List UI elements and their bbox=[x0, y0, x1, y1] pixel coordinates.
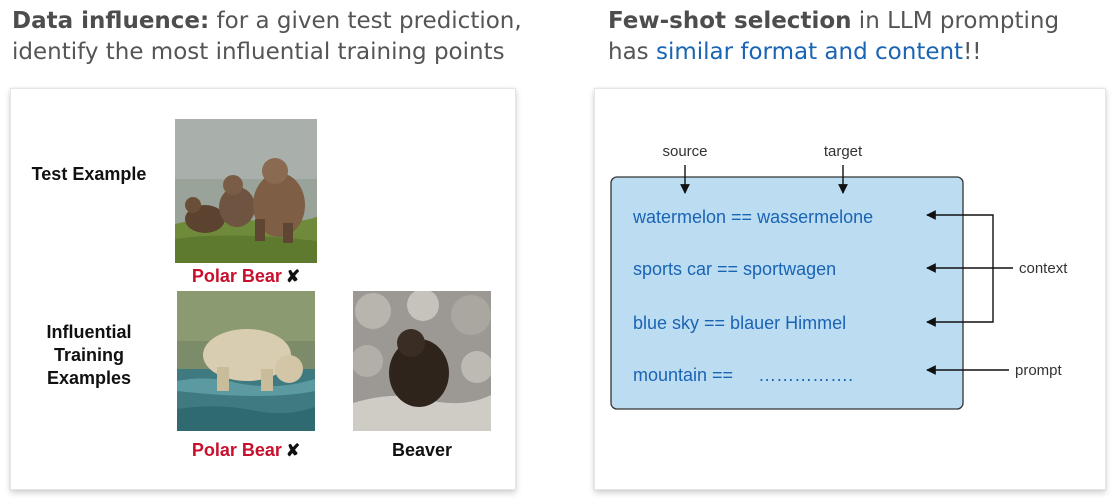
training-2-label: Beaver bbox=[391, 440, 453, 460]
target-label: target bbox=[824, 143, 863, 160]
right-heading: Few-shot selection in LLM prompting has … bbox=[608, 6, 1108, 68]
test-prediction-text: Polar Bear bbox=[191, 266, 282, 286]
wrong-mark-icon: ✘ bbox=[285, 267, 301, 286]
prompt-label: prompt bbox=[1015, 362, 1063, 379]
influential-line-3: Examples bbox=[46, 368, 132, 388]
left-heading-bold: Data influence: bbox=[12, 8, 210, 34]
example-row-1: watermelon == wassermelone bbox=[632, 207, 873, 227]
training-example-1-image bbox=[177, 291, 315, 431]
right-heading-bold: Few-shot selection bbox=[608, 8, 852, 34]
training-example-2-image bbox=[353, 291, 491, 431]
data-influence-panel: Test Example Influential Training Exampl… bbox=[10, 88, 516, 490]
example-row-3: blue sky == blauer Himmel bbox=[633, 313, 846, 333]
influential-line-1: Influential bbox=[46, 322, 132, 342]
training-1-label: Polar Bear ✘ bbox=[171, 439, 321, 462]
right-heading-tail: !! bbox=[963, 39, 982, 65]
few-shot-diagram: source target watermelon == wassermelone… bbox=[610, 143, 1068, 410]
source-label: source bbox=[662, 143, 707, 160]
left-heading-rest: for a given test prediction, identify th… bbox=[12, 8, 522, 65]
wrong-mark-icon: ✘ bbox=[285, 441, 301, 460]
right-heading-blue: similar format and content bbox=[655, 39, 964, 65]
right-heading-pre: has bbox=[608, 39, 656, 65]
influential-line-2: Training bbox=[53, 345, 124, 365]
left-heading: Data influence: for a given test predict… bbox=[12, 6, 552, 68]
training-1-text: Polar Bear bbox=[191, 440, 282, 460]
right-heading-mid: in LLM prompting bbox=[851, 8, 1060, 34]
few-shot-panel: source target watermelon == wassermelone… bbox=[594, 88, 1106, 490]
test-example-image bbox=[175, 119, 317, 263]
test-example-label: Test Example bbox=[31, 164, 147, 184]
example-row-2: sports car == sportwagen bbox=[633, 259, 836, 279]
influential-training-label: Influential Training Examples bbox=[19, 321, 159, 390]
test-prediction-label: Polar Bear ✘ bbox=[171, 265, 321, 288]
prompt-box bbox=[610, 176, 964, 410]
context-label: context bbox=[1019, 260, 1068, 277]
prompt-row: mountain == ……………. bbox=[633, 365, 853, 385]
